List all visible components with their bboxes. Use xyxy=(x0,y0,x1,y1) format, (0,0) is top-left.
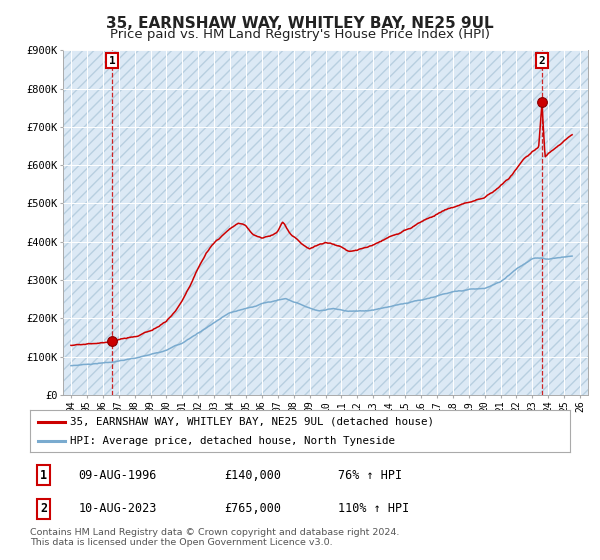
Text: Price paid vs. HM Land Registry's House Price Index (HPI): Price paid vs. HM Land Registry's House … xyxy=(110,28,490,41)
Text: £765,000: £765,000 xyxy=(224,502,281,515)
Text: 76% ↑ HPI: 76% ↑ HPI xyxy=(338,469,402,482)
Text: 110% ↑ HPI: 110% ↑ HPI xyxy=(338,502,409,515)
Text: 1: 1 xyxy=(109,55,116,66)
Text: 1: 1 xyxy=(40,469,47,482)
Text: 35, EARNSHAW WAY, WHITLEY BAY, NE25 9UL (detached house): 35, EARNSHAW WAY, WHITLEY BAY, NE25 9UL … xyxy=(71,417,434,427)
Text: £140,000: £140,000 xyxy=(224,469,281,482)
Text: 2: 2 xyxy=(538,55,545,66)
Text: 09-AUG-1996: 09-AUG-1996 xyxy=(79,469,157,482)
Text: HPI: Average price, detached house, North Tyneside: HPI: Average price, detached house, Nort… xyxy=(71,436,395,446)
Text: 2: 2 xyxy=(40,502,47,515)
Text: 35, EARNSHAW WAY, WHITLEY BAY, NE25 9UL: 35, EARNSHAW WAY, WHITLEY BAY, NE25 9UL xyxy=(106,16,494,31)
Text: 10-AUG-2023: 10-AUG-2023 xyxy=(79,502,157,515)
Text: Contains HM Land Registry data © Crown copyright and database right 2024.
This d: Contains HM Land Registry data © Crown c… xyxy=(30,528,400,547)
